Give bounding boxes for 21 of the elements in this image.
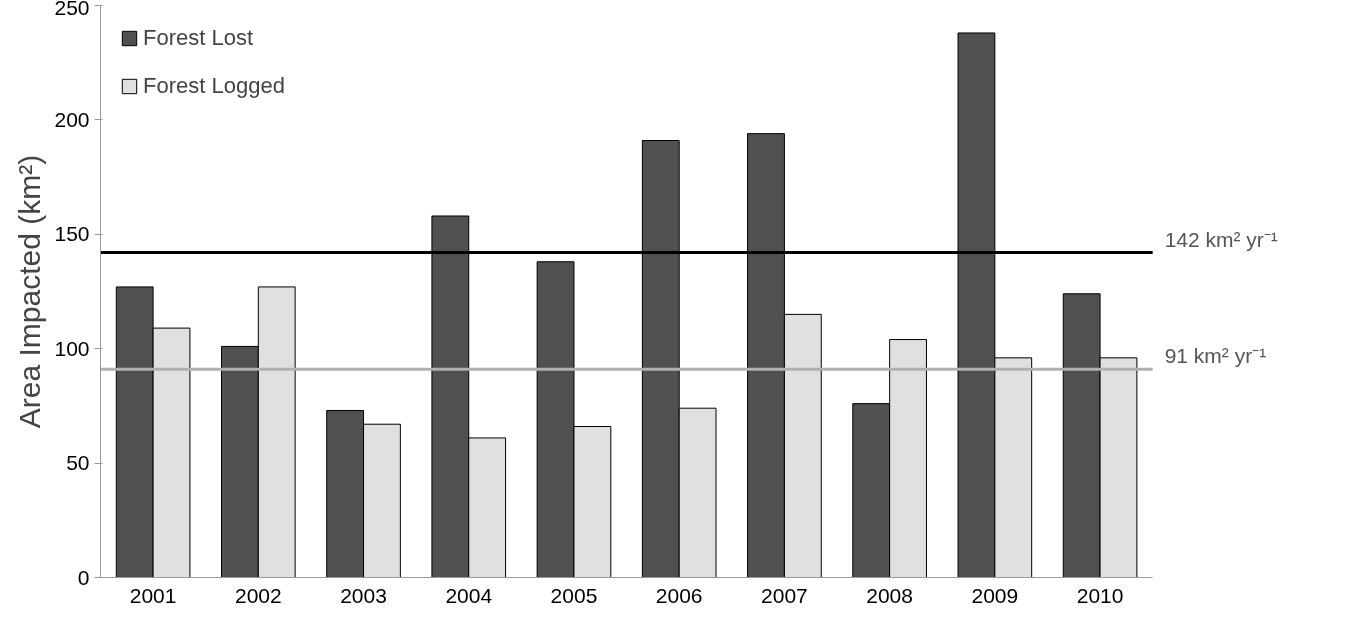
y-tick-label: 50	[66, 451, 90, 475]
x-tick-label: 2008	[866, 583, 913, 607]
ref-line-label: 142 km² yr⁻¹	[1164, 227, 1278, 251]
y-tick-label: 250	[54, 0, 90, 19]
x-tick-label: 2009	[971, 583, 1019, 607]
y-axis-title: Area Impacted (km²)	[13, 154, 47, 429]
x-tick-label: 2010	[1076, 583, 1124, 607]
legend-label: Forest Logged	[143, 73, 285, 99]
x-tick-label: 2002	[234, 583, 282, 607]
x-tick-label: 2003	[340, 583, 387, 607]
y-tick-label: 200	[54, 107, 90, 131]
x-tick-label: 2007	[761, 583, 808, 607]
x-tick-label: 2001	[129, 583, 177, 607]
x-tick-label: 2004	[445, 583, 493, 607]
y-tick-label: 0	[77, 565, 90, 589]
x-tick-label: 2006	[655, 583, 703, 607]
y-tick-label: 100	[54, 336, 90, 360]
ref-line-label: 91 km² yr⁻¹	[1164, 344, 1267, 368]
y-tick-label: 150	[54, 222, 90, 246]
legend-label: Forest Lost	[143, 25, 254, 51]
x-tick-label: 2005	[550, 583, 598, 607]
